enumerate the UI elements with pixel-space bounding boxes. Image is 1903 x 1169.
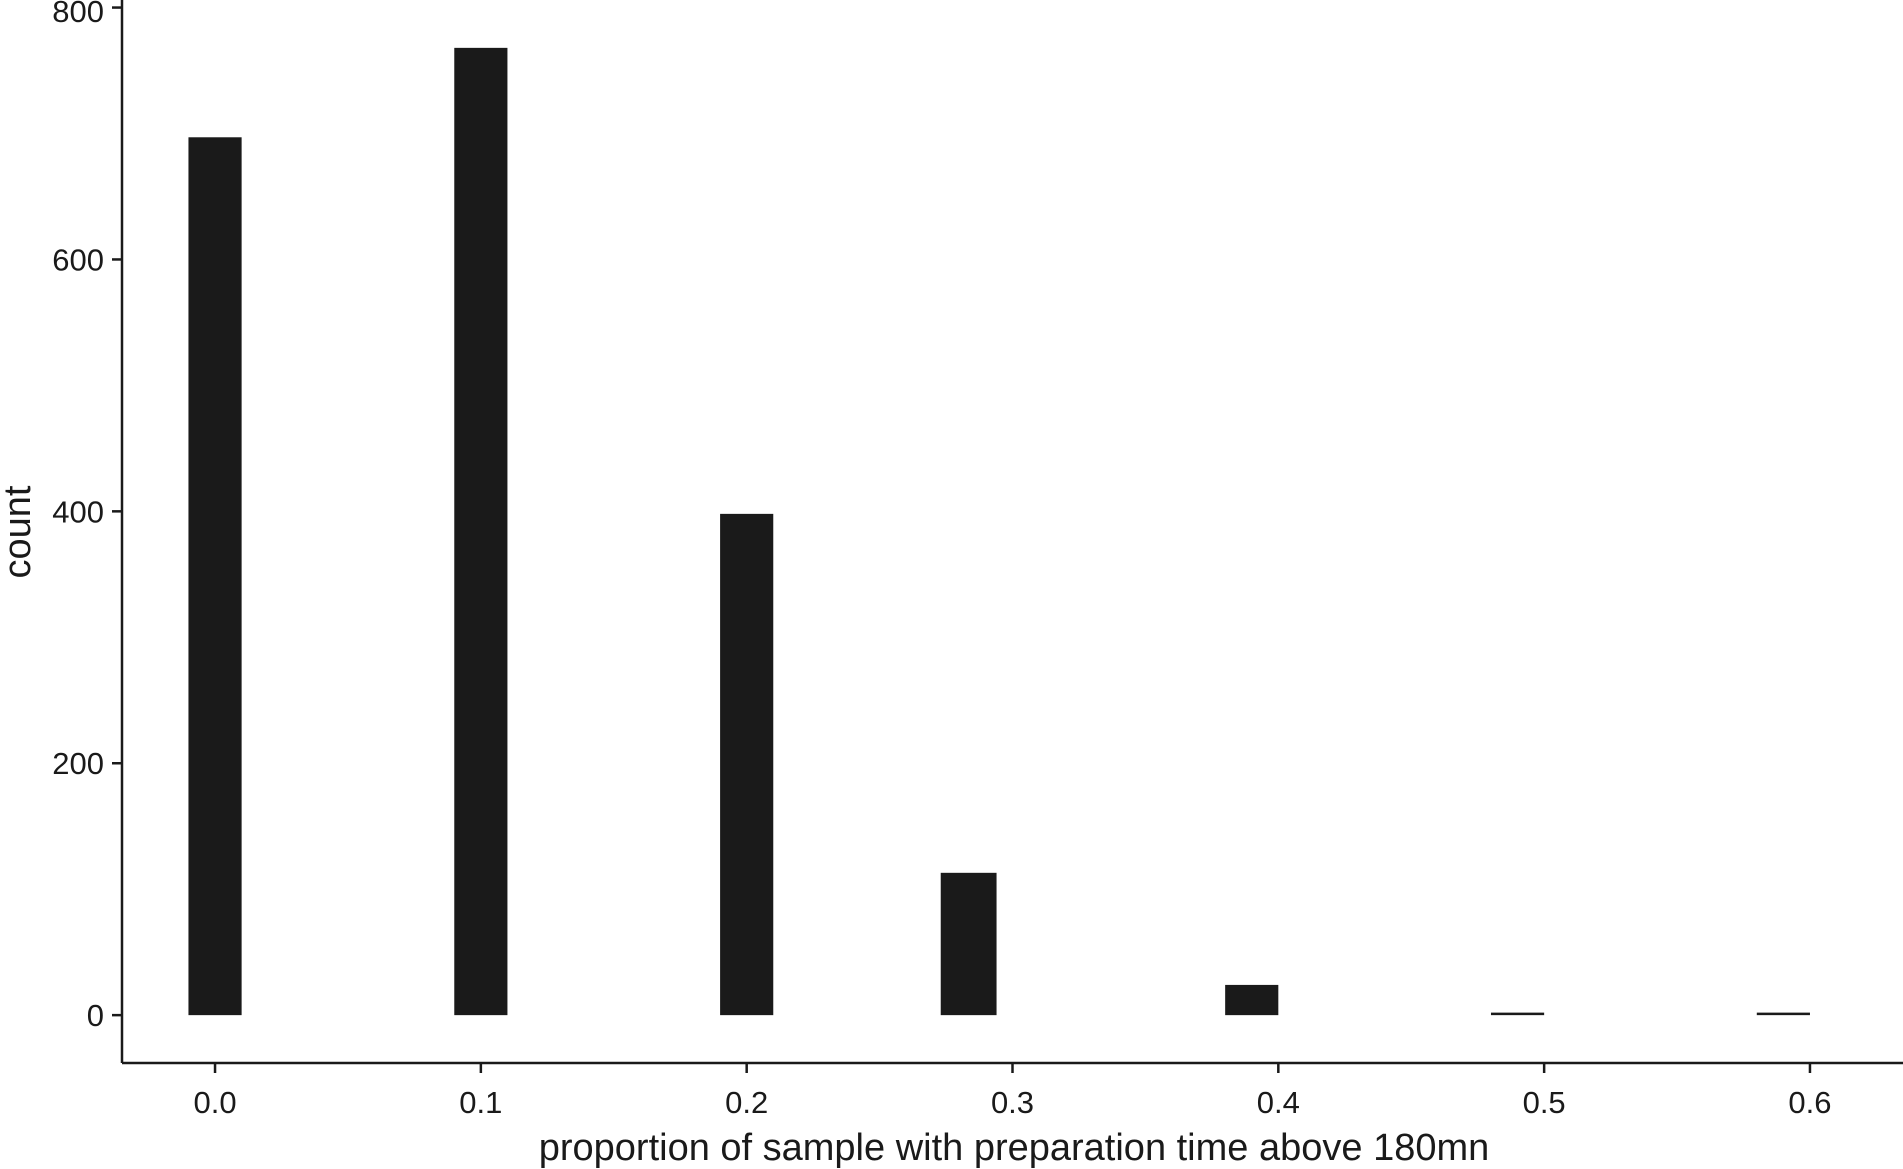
y-tick-label: 200 <box>52 746 104 781</box>
x-axis-ticks: 0.0 0.1 0.2 0.3 0.4 0.5 0.6 <box>193 1063 1832 1120</box>
y-axis-title: count <box>0 485 39 578</box>
y-tick-label: 0 <box>87 998 104 1033</box>
x-tick-label: 0.2 <box>725 1085 768 1120</box>
bars <box>188 47 1810 1016</box>
bar-3 <box>940 872 997 1016</box>
bar-2 <box>720 513 774 1016</box>
bar-0 <box>188 137 242 1016</box>
x-tick-label: 0.4 <box>1257 1085 1300 1120</box>
y-axis-ticks: 0 200 400 600 800 <box>52 0 122 1033</box>
bar-1 <box>454 47 508 1016</box>
y-tick-label: 600 <box>52 242 104 277</box>
x-axis-title: proportion of sample with preparation ti… <box>539 1127 1490 1169</box>
y-tick-label: 400 <box>52 494 104 529</box>
bar-6 <box>1756 1012 1810 1016</box>
y-tick-label: 800 <box>52 0 104 29</box>
x-tick-label: 0.6 <box>1788 1085 1831 1120</box>
bar-5 <box>1490 1012 1545 1016</box>
x-tick-label: 0.1 <box>459 1085 502 1120</box>
x-tick-label: 0.5 <box>1523 1085 1566 1120</box>
x-tick-label: 0.3 <box>991 1085 1034 1120</box>
bar-4 <box>1225 984 1279 1016</box>
x-tick-label: 0.0 <box>193 1085 236 1120</box>
